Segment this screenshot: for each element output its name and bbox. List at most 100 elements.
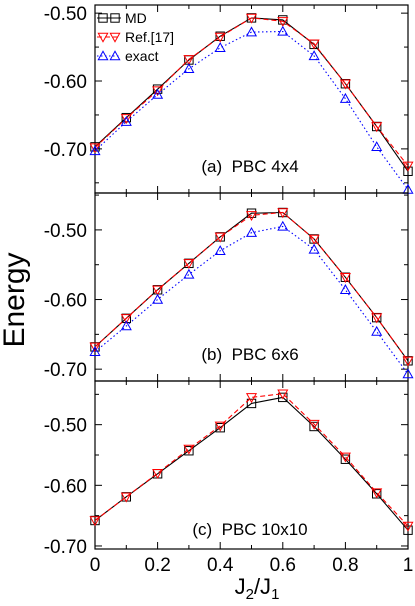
legend-marker [97, 50, 109, 61]
panel-label: (c) PBC 10x10 [192, 520, 307, 539]
series-line-ref-17- [94, 393, 409, 527]
y-tick-label: -0.60 [44, 476, 87, 497]
data-point [309, 421, 319, 432]
x-tick-label: 1 [403, 555, 414, 576]
data-point [152, 86, 164, 97]
data-point [308, 234, 320, 245]
data-point [183, 55, 195, 66]
x-tick-label: 0.2 [144, 555, 170, 576]
data-point [402, 521, 414, 532]
data-point [371, 488, 383, 499]
data-point [120, 114, 132, 125]
data-point [339, 92, 351, 103]
x-tick-label: 0.4 [207, 555, 234, 576]
panel-label: (b) PBC 6x6 [201, 345, 298, 364]
chart-panel-2: -0.50 -0.60 -0.70 (b) PBC 6x6 [44, 192, 414, 382]
data-point [403, 525, 413, 535]
data-point [278, 15, 288, 25]
data-point [308, 419, 320, 430]
data-point [89, 342, 101, 353]
data-point [402, 368, 414, 379]
series-line-exact [94, 30, 409, 190]
data-point [89, 516, 101, 527]
x-axis-label-slash: /J [254, 574, 271, 599]
data-point [183, 63, 195, 73]
data-point [340, 454, 351, 464]
data-point [277, 389, 289, 400]
y-tick-label: -0.50 [44, 221, 87, 242]
data-point [214, 32, 226, 43]
data-point [371, 313, 383, 324]
data-point [308, 39, 320, 50]
y-tick-label: -0.70 [44, 360, 87, 381]
data-point [308, 50, 320, 61]
data-point [371, 122, 383, 133]
data-point [183, 444, 195, 455]
data-point [214, 232, 226, 243]
x-tick-label: 0 [90, 555, 101, 576]
data-point [339, 452, 351, 463]
data-point [277, 208, 289, 219]
chart-panel-1: -0.50 -0.60 -0.70 (a) PBC 4x4 [44, 4, 414, 194]
data-point [152, 88, 164, 99]
data-point [183, 259, 195, 270]
data-point [120, 116, 132, 126]
data-point [215, 31, 225, 41]
legend-marker [109, 50, 121, 61]
legend-item: exact [97, 48, 159, 64]
data-point [277, 25, 289, 36]
data-point [308, 243, 320, 254]
data-point [245, 13, 258, 24]
data-point [152, 293, 164, 304]
legend-marker [97, 32, 109, 43]
legend-item: Ref.[17] [97, 29, 174, 45]
series-line-exact [94, 225, 409, 375]
x-axis-label-sub1: 2 [246, 586, 254, 603]
legend-label: MD [125, 10, 147, 26]
series-line-ref-17- [94, 211, 409, 362]
chart-panels: -0.50 -0.60 -0.70 (a) PBC 4x4 -0.50 -0.60 -0.7… [44, 4, 414, 576]
data-point [277, 17, 289, 28]
legend-marker [110, 13, 120, 23]
series-line-md [94, 211, 409, 362]
y-tick-label: -0.60 [44, 291, 87, 312]
data-point [245, 26, 258, 37]
y-tick-label: -0.50 [44, 416, 87, 437]
data-point [214, 42, 226, 52]
data-point [403, 166, 413, 176]
data-point [371, 141, 383, 152]
y-tick-label: -0.60 [44, 72, 87, 93]
y-tick-label: -0.70 [44, 537, 87, 558]
x-axis-label-main: J [235, 574, 246, 599]
data-point [371, 325, 383, 336]
data-point [184, 446, 194, 456]
data-point [120, 320, 132, 331]
data-point [245, 226, 258, 237]
data-point [120, 314, 132, 325]
series-line-ref-17- [94, 17, 409, 167]
series-line-md [94, 396, 409, 531]
data-point [245, 393, 258, 404]
data-point [89, 145, 101, 156]
data-point [89, 346, 101, 356]
y-axis-label: Energy [0, 252, 31, 347]
panel-label: (a) PBC 4x4 [201, 157, 298, 176]
x-tick-label: 0.8 [332, 555, 358, 576]
legend-marker [109, 32, 121, 43]
data-point [152, 468, 164, 479]
legend-label: exact [125, 48, 159, 64]
data-point [120, 492, 132, 503]
data-point [339, 273, 351, 283]
data-point [152, 285, 164, 296]
data-point [339, 284, 351, 294]
chart-panel-3: -0.50 -0.60 -0.70 (c) PBC 10x10 [44, 380, 414, 558]
data-point [402, 356, 414, 367]
data-point [246, 398, 257, 409]
data-point [339, 79, 351, 90]
data-point [214, 245, 226, 255]
data-point [89, 143, 101, 154]
x-tick-label: 0.6 [270, 555, 296, 576]
legend-label: Ref.[17] [125, 29, 174, 45]
x-axis-label-sub2: 1 [271, 586, 279, 603]
